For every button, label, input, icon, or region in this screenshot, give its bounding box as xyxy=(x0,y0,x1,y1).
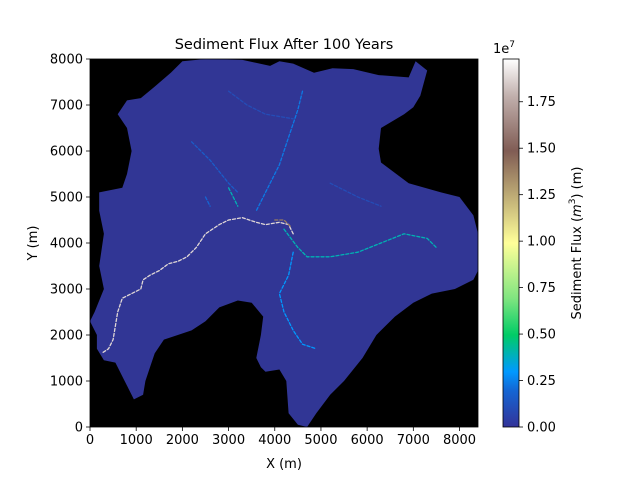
channel-8 xyxy=(100,217,294,355)
channel-4 xyxy=(329,182,382,207)
chart-title: Sediment Flux After 100 Years xyxy=(175,37,394,53)
channel-5 xyxy=(283,228,438,258)
colorbar-tick-label: 1.50 xyxy=(527,142,556,157)
colorbar-tick-label: 0.25 xyxy=(527,374,556,389)
channel-network xyxy=(100,90,438,355)
colorbar-gradient xyxy=(502,58,520,428)
y-tick-label: 4000 xyxy=(50,237,83,252)
x-axis-label: X (m) xyxy=(266,457,302,472)
y-axis: 0 1000 2000 3000 4000 5000 6000 7000 8000 xyxy=(50,53,90,436)
x-axis: 0 1000 2000 3000 4000 5000 6000 7000 8000 xyxy=(86,427,476,448)
colorbar-ticks: 0.00 0.25 0.50 0.75 1.00 1.25 1.50 1.75 xyxy=(519,95,556,436)
y-tick-label: 6000 xyxy=(50,145,83,160)
x-tick-label: 6000 xyxy=(351,433,384,448)
y-tick-label: 1000 xyxy=(50,375,83,390)
y-tick-label: 5000 xyxy=(50,191,83,206)
colorbar: 0.00 0.25 0.50 0.75 1.00 1.25 1.50 1.75 1e7 Sed… xyxy=(493,40,585,436)
watershed-region xyxy=(90,59,478,427)
colorbar-tick-label: 0.00 xyxy=(527,421,556,436)
x-tick-label: 4000 xyxy=(258,433,291,448)
plot-area xyxy=(90,59,478,427)
y-tick-label: 3000 xyxy=(50,283,83,298)
channel-6 xyxy=(278,251,317,350)
y-tick-label: 8000 xyxy=(50,53,83,68)
x-tick-label: 0 xyxy=(86,433,94,448)
channel-1 xyxy=(190,141,239,194)
x-tick-label: 7000 xyxy=(397,433,430,448)
colorbar-tick-label: 0.50 xyxy=(527,328,556,343)
colorbar-tick-label: 1.25 xyxy=(527,188,556,203)
channel-3 xyxy=(227,187,239,207)
y-tick-label: 7000 xyxy=(50,99,83,114)
x-tick-label: 5000 xyxy=(304,433,337,448)
y-tick-label: 2000 xyxy=(50,329,83,344)
colorbar-tick-label: 1.75 xyxy=(527,95,556,110)
channel-9 xyxy=(274,219,292,228)
colorbar-tick-label: 1.00 xyxy=(527,235,556,250)
y-tick-label: 0 xyxy=(75,421,83,436)
x-tick-label: 3000 xyxy=(212,433,245,448)
channel-2 xyxy=(255,90,304,212)
x-tick-label: 1000 xyxy=(120,433,153,448)
channel-7 xyxy=(204,196,211,207)
colorbar-label: Sediment Flux (m3) (m) xyxy=(568,167,585,320)
x-tick-label: 8000 xyxy=(443,433,476,448)
colorbar-offset-label: 1e7 xyxy=(493,40,515,57)
channel-0 xyxy=(227,90,294,120)
colorbar-tick-label: 0.75 xyxy=(527,281,556,296)
x-tick-label: 2000 xyxy=(166,433,199,448)
y-axis-label: Y (m) xyxy=(26,226,41,262)
